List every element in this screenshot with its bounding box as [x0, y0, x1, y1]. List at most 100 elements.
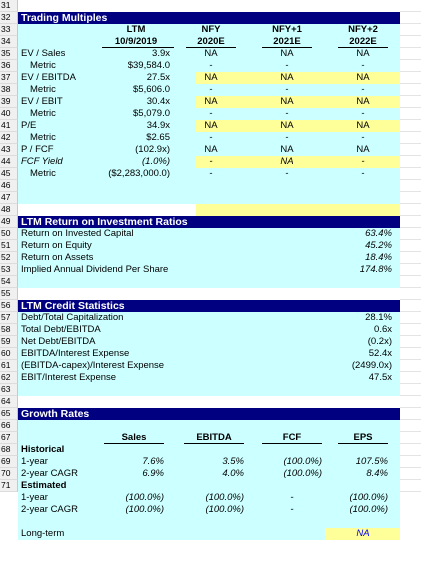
credit-row-label: Total Debt/EBITDA: [21, 324, 101, 335]
empty-cell: [400, 96, 421, 108]
empty-cell: [400, 72, 421, 84]
trading-value-cell: -: [285, 168, 289, 179]
trading-value-cell: (102.9x): [135, 144, 170, 155]
col-header-nfy1-year: 2021E: [273, 36, 301, 47]
empty-cell: [400, 156, 421, 168]
trading-value-cell: (1.0%): [142, 156, 170, 167]
row-number: 45: [0, 168, 18, 180]
empty-cell: [400, 336, 421, 348]
empty-cell: [400, 252, 421, 264]
trading-value-cell: NA: [280, 120, 294, 131]
growth-header-ebitda: EBITDA: [196, 432, 232, 443]
empty-cell: [400, 24, 421, 36]
credit-row-value: (2499.0x): [351, 360, 392, 371]
trading-value-cell: -: [361, 108, 365, 119]
trading-value-cell: NA: [204, 144, 218, 155]
trading-value-cell: -: [209, 108, 213, 119]
trading-value-cell: -: [361, 156, 365, 167]
empty-cell: [400, 132, 421, 144]
growth-row-label: 1-year: [21, 492, 48, 503]
row-number: 58: [0, 324, 18, 336]
trading-title: Trading Multiples: [21, 12, 108, 24]
empty-cell: [400, 396, 421, 408]
header-underline: [104, 443, 164, 444]
col-header-nfy2-year: 2022E: [349, 36, 377, 47]
trading-value-cell: NA: [280, 48, 294, 59]
row-number: 60: [0, 348, 18, 360]
trading-row-label: EV / EBITDA: [21, 72, 76, 83]
growth-header-fcf: FCF: [282, 432, 302, 443]
empty-cell: [400, 0, 421, 12]
row-number: 68: [0, 444, 18, 456]
row-number: 37: [0, 72, 18, 84]
growth-historical-label: Historical: [21, 444, 65, 455]
credit-row-label: EBIT/Interest Expense: [21, 372, 117, 383]
growth-longterm-value: NA: [356, 528, 370, 539]
row-number: 32: [0, 12, 18, 24]
row-number: 52: [0, 252, 18, 264]
col-header-nfy: NFY: [201, 24, 221, 35]
growth-row-label: 2-year CAGR: [21, 468, 79, 479]
growth-title: Growth Rates: [21, 408, 90, 420]
empty-cell: [400, 372, 421, 384]
header-underline: [338, 47, 388, 48]
trading-value-cell: NA: [280, 156, 294, 167]
col-header-nfy-year: 2020E: [197, 36, 225, 47]
credit-section-bg: [18, 312, 400, 396]
header-underline: [184, 443, 244, 444]
trading-row-label: Metric: [30, 132, 56, 143]
col-header-ltm-date: 10/9/2019: [114, 36, 158, 47]
row-number: 47: [0, 192, 18, 204]
trading-value-cell: NA: [356, 72, 370, 83]
row-number: 50: [0, 228, 18, 240]
row-number: 56: [0, 300, 18, 312]
trading-row-label: Metric: [30, 168, 56, 179]
empty-cell: [400, 36, 421, 48]
empty-cell: [400, 300, 421, 312]
empty-cell: [400, 264, 421, 276]
growth-value-cell: -: [290, 492, 294, 503]
header-underline: [262, 443, 322, 444]
longterm-highlight: [325, 528, 400, 540]
empty-cell: [400, 192, 421, 204]
trading-row-label: Metric: [30, 60, 56, 71]
metric-highlight: [196, 120, 400, 132]
returns-row-value: 45.2%: [365, 240, 392, 251]
trading-value-cell: NA: [356, 144, 370, 155]
growth-value-cell: 6.9%: [142, 468, 164, 479]
empty-cell: [400, 360, 421, 372]
credit-row-label: EBITDA/Interest Expense: [21, 348, 130, 359]
trading-header-bar: [18, 12, 400, 24]
returns-row-value: 18.4%: [365, 252, 392, 263]
trading-value-cell: ($2,283,000.0): [108, 168, 170, 179]
returns-title: LTM Return on Investment Ratios: [21, 216, 188, 228]
trading-row-label: P / FCF: [21, 144, 54, 155]
trading-section-bg: [18, 24, 400, 204]
empty-cell: [400, 180, 421, 192]
empty-cell: [400, 432, 421, 444]
trading-value-cell: $2.65: [146, 132, 170, 143]
trading-value-cell: 3.9x: [152, 48, 170, 59]
empty-cell: [400, 228, 421, 240]
growth-row-label: 2-year CAGR: [21, 504, 79, 515]
growth-value-cell: (100.0%): [283, 456, 322, 467]
trading-value-cell: $5,079.0: [133, 108, 170, 119]
trading-value-cell: -: [285, 132, 289, 143]
credit-row-value: 52.4x: [368, 348, 392, 359]
credit-row-label: Debt/Total Capitalization: [21, 312, 124, 323]
empty-cell: [400, 468, 421, 480]
trading-value-cell: NA: [204, 72, 218, 83]
trading-value-cell: -: [361, 168, 365, 179]
credit-row-value: 47.5x: [368, 372, 392, 383]
row-number: 44: [0, 156, 18, 168]
header-underline: [262, 47, 312, 48]
trading-value-cell: -: [209, 156, 213, 167]
trading-value-cell: -: [209, 168, 213, 179]
credit-row-value: 0.6x: [374, 324, 392, 335]
row-number: 42: [0, 132, 18, 144]
empty-cell: [400, 348, 421, 360]
trading-value-cell: 27.5x: [146, 72, 170, 83]
empty-cell: [400, 420, 421, 432]
row-number: 41: [0, 120, 18, 132]
credit-row-label: (EBITDA-capex)/Interest Expense: [21, 360, 165, 371]
